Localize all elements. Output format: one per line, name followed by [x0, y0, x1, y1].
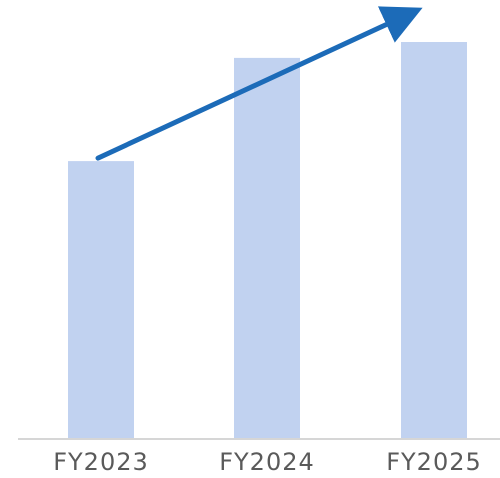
annotation-layer: [95, 6, 423, 161]
bars-layer: [68, 42, 467, 439]
bar-fy2024: [234, 57, 300, 439]
x-tick-labels: FY2023 FY2024 FY2025: [53, 448, 482, 476]
trend-arrow: [95, 6, 423, 161]
bar-fy2023: [68, 161, 134, 439]
bar-fy2025: [401, 42, 467, 439]
x-tick-label-fy2023: FY2023: [53, 448, 149, 476]
x-tick-label-fy2024: FY2024: [219, 448, 315, 476]
x-tick-label-fy2025: FY2025: [386, 448, 482, 476]
